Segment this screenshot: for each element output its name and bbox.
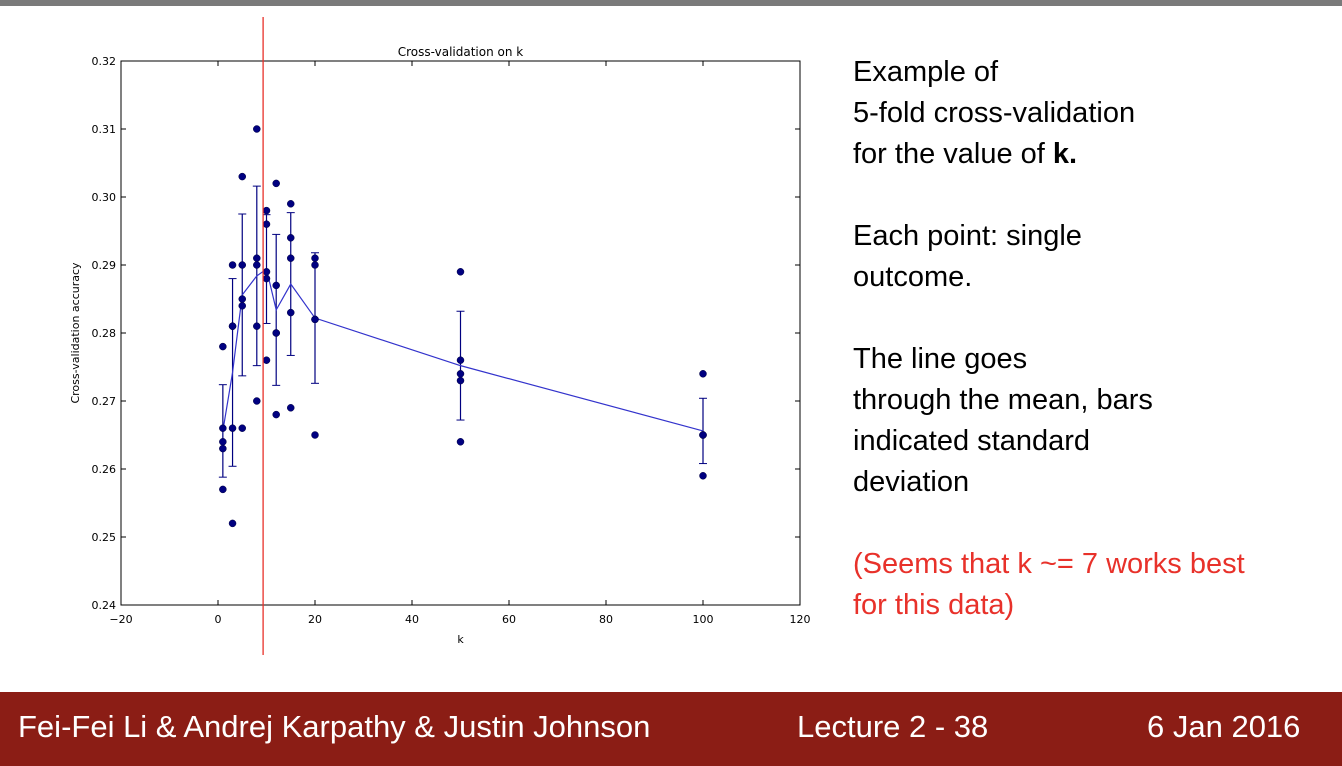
y-tick-label: 0.31 [92,123,117,136]
data-point [262,268,271,276]
data-point [238,261,246,269]
note-red: (Seems that k ~= 7 works best for this d… [853,544,1333,626]
top-border [0,0,1342,6]
data-point [253,397,261,405]
data-point [272,281,280,290]
data-point [699,370,707,378]
cross-validation-chart: Cross-validation on k k Cross-validation a… [60,15,820,660]
data-point [262,220,271,228]
y-tick-label: 0.32 [92,55,117,68]
data-point [238,172,246,181]
text-line: outcome. [853,261,973,293]
x-tick-label: 40 [405,613,419,626]
chart-svg: Cross-validation on k k Cross-validation a… [69,17,811,655]
data-point [699,472,707,480]
chart-title: Cross-validation on k [398,45,524,59]
note-line: (Seems that k ~= 7 works best [853,548,1245,580]
x-tick-label: −20 [109,613,132,626]
data-point [311,254,319,262]
y-tick-label: 0.27 [92,395,117,408]
data-point [287,308,295,317]
data-point [311,261,319,269]
data-point [456,376,465,385]
data-point [219,444,227,453]
data-point [219,342,227,351]
data-point [238,295,246,303]
data-point [272,179,280,188]
data-point [228,322,237,330]
x-tick-label: 80 [599,613,613,626]
footer-bar: Fei-Fei Li & Andrej Karpathy & Justin Jo… [0,692,1342,766]
text-block-example: Example of 5-fold cross-validation for t… [853,52,1333,175]
data-point [699,431,707,439]
text-line: for the value of [853,138,1053,170]
data-point [262,356,271,364]
data-point [456,438,465,446]
data-point [262,206,271,215]
text-line: 5-fold cross-validation [853,97,1136,129]
text-line: through the mean, bars [853,384,1153,416]
data-point [272,410,280,419]
footer-date: 6 Jan 2016 [1147,709,1301,744]
data-point [287,234,295,242]
data-point [253,261,261,269]
y-tick-label: 0.30 [92,191,117,204]
y-tick-label: 0.25 [92,531,117,544]
footer-lecture: Lecture 2 - 38 [797,709,989,744]
y-axis-label: Cross-validation accuracy [69,262,82,404]
y-tick-label: 0.28 [92,327,117,340]
data-point [262,274,271,283]
y-tick-label: 0.26 [92,463,117,476]
data-point [253,125,261,133]
data-point [287,254,295,262]
data-point [228,261,237,269]
data-point [238,424,246,432]
text-block-point: Each point: single outcome. [853,216,1333,298]
text-line: deviation [853,466,970,498]
data-point [311,315,319,324]
text-line: Each point: single [853,220,1082,252]
mean-line [222,268,704,432]
data-point [238,302,246,310]
x-tick-label: 20 [308,613,322,626]
text-block-line: The line goes through the mean, bars ind… [853,339,1333,503]
data-point [228,424,237,432]
y-tick-label: 0.29 [92,259,117,272]
x-tick-label: 120 [790,613,811,626]
x-tick-label: 60 [502,613,516,626]
data-point [311,431,319,439]
data-point [253,322,261,330]
data-point [287,200,295,208]
x-tick-label: 0 [215,613,222,626]
text-line: indicated standard [853,425,1090,457]
note-line: for this data) [853,589,1015,621]
data-point [272,329,280,337]
data-point [219,438,227,446]
data-point [456,356,465,364]
footer-authors: Fei-Fei Li & Andrej Karpathy & Justin Jo… [18,709,651,744]
slide-text: Example of 5-fold cross-validation for t… [853,52,1333,667]
data-point [456,370,465,378]
y-tick-label: 0.24 [92,599,117,612]
data-point [287,404,295,412]
text-line: Example of [853,56,999,88]
data-point [219,424,227,432]
data-point [219,485,227,494]
data-point [456,268,465,276]
x-tick-label: 100 [693,613,714,626]
text-line: The line goes [853,343,1028,375]
data-point [228,519,237,528]
data-point [253,254,261,262]
bold-k: k. [1052,138,1078,170]
x-axis-label: k [457,633,464,646]
